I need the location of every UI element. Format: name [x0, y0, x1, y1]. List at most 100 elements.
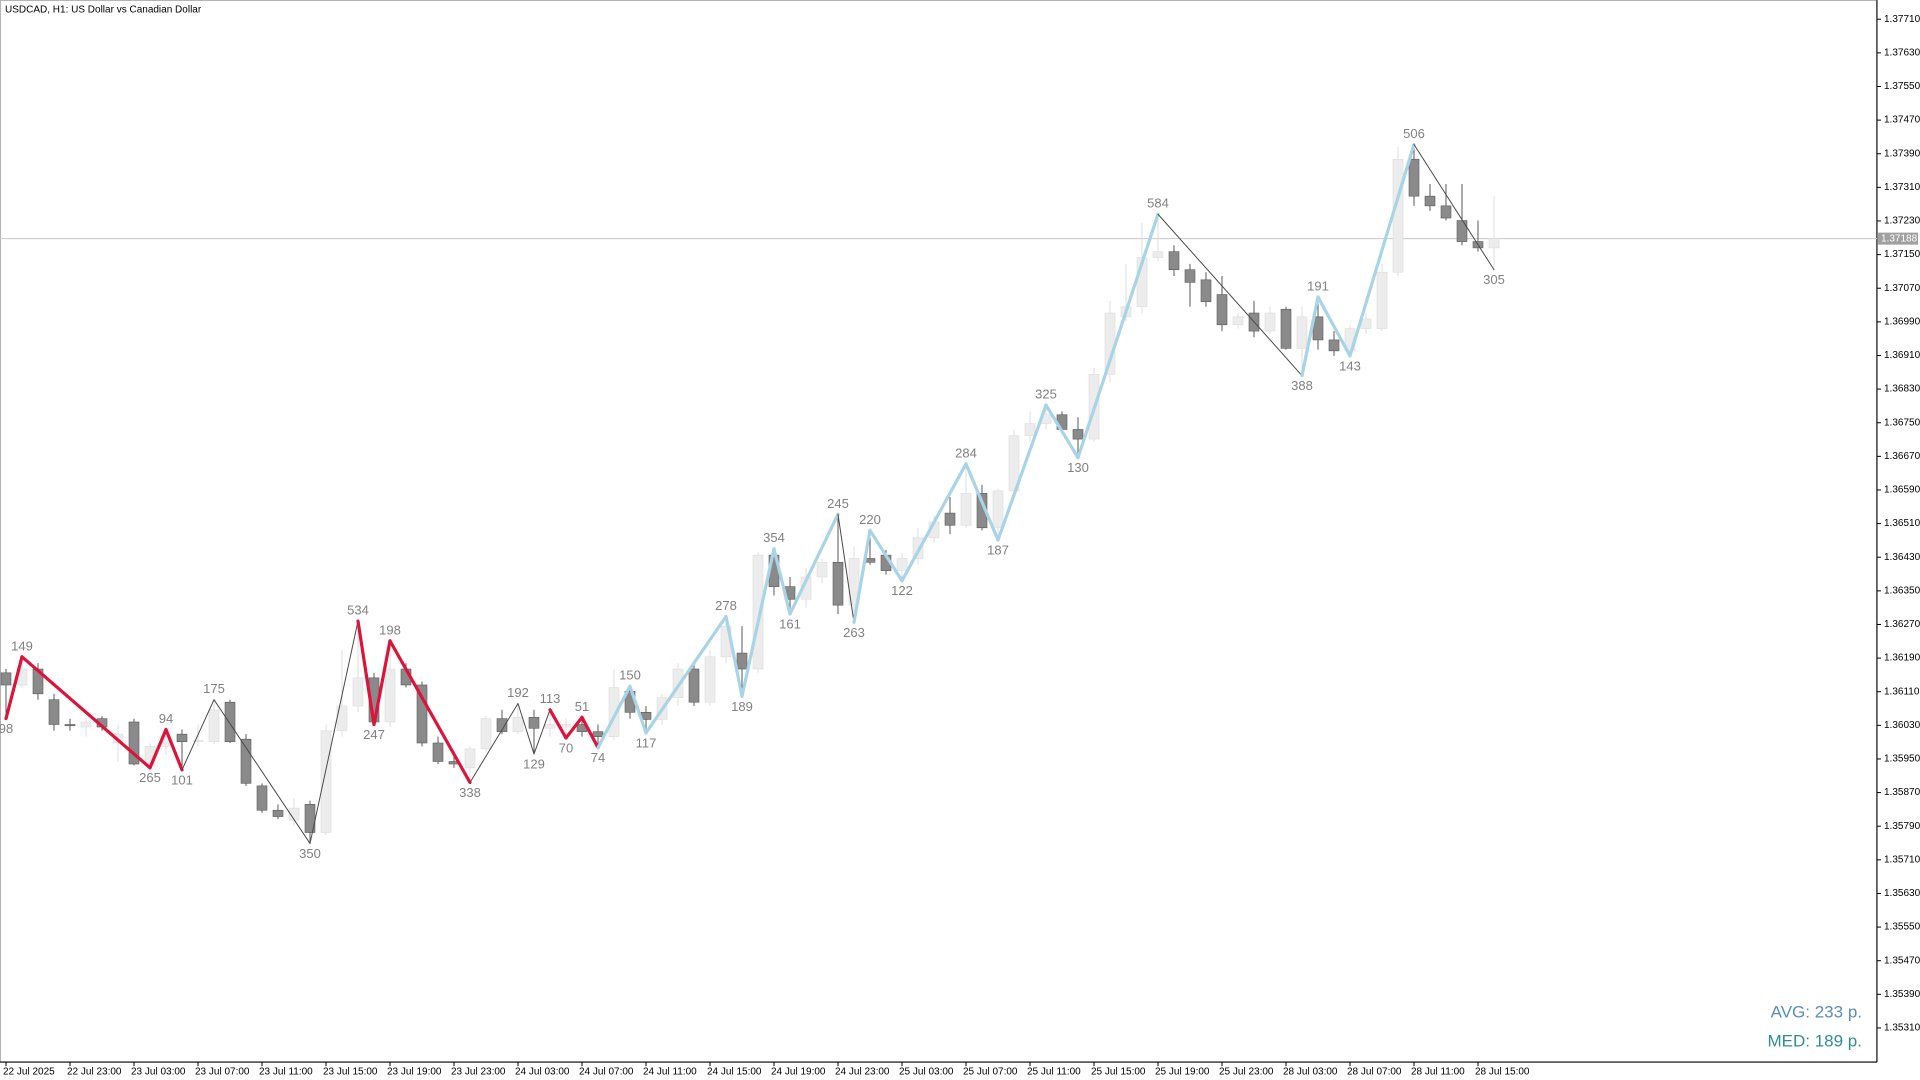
- x-tick-label: 25 Jul 03:00: [899, 1067, 954, 1078]
- y-tick-label: 1.35790: [1884, 821, 1920, 832]
- zigzag-segment: [533, 709, 551, 755]
- zigzag-segment: [372, 639, 392, 727]
- candle-body: [1168, 251, 1180, 271]
- current-price-label: 1.37188: [1881, 233, 1918, 244]
- y-tick-label: 1.35550: [1884, 922, 1920, 933]
- zigzag-label: 388: [1291, 378, 1313, 393]
- candle-body: [80, 721, 92, 728]
- candle-body: [256, 785, 268, 811]
- zigzag-segment: [580, 715, 600, 750]
- zigzag-label: 149: [11, 638, 33, 653]
- candle-body: [384, 668, 396, 723]
- candle-body: [240, 738, 252, 784]
- candle-body: [48, 699, 60, 725]
- candle-body: [64, 724, 76, 727]
- zigzag-label: 117: [636, 735, 657, 750]
- candle-body: [480, 718, 492, 750]
- candle-body: [992, 490, 1004, 529]
- zigzag-label: 506: [1403, 126, 1425, 141]
- x-tick-label: 22 Jul 23:00: [67, 1067, 122, 1078]
- zigzag-label: 74: [591, 750, 605, 765]
- zigzag-segment: [996, 403, 1048, 542]
- zigzag-label: 534: [347, 603, 369, 618]
- zigzag-segment: [1044, 403, 1080, 460]
- x-tick-label: 23 Jul 11:00: [259, 1067, 313, 1078]
- candle-body: [688, 668, 700, 703]
- zigzag-segment: [164, 727, 184, 772]
- y-tick-label: 1.36270: [1884, 619, 1920, 630]
- candle-body: [544, 724, 556, 729]
- zigzag-label: 354: [763, 530, 785, 545]
- zigzag-label: 150: [619, 668, 641, 683]
- candle-body: [1376, 271, 1388, 329]
- x-tick-label: 25 Jul 11:00: [1027, 1067, 1081, 1078]
- candle-body: [1264, 312, 1276, 332]
- candle-body: [848, 558, 860, 606]
- chart-title: USDCAD, H1: US Dollar vs Canadian Dollar: [5, 5, 202, 16]
- candle-body: [1296, 316, 1308, 349]
- y-tick-label: 1.35710: [1884, 854, 1920, 865]
- candle-body: [192, 740, 204, 743]
- candle-body: [832, 561, 844, 606]
- candle-body: [528, 717, 540, 729]
- candle-body: [208, 709, 220, 743]
- x-tick-label: 23 Jul 23:00: [451, 1067, 506, 1078]
- candle-body: [1072, 429, 1084, 440]
- x-tick-label: 24 Jul 07:00: [579, 1067, 634, 1078]
- x-tick-label: 24 Jul 03:00: [515, 1067, 570, 1078]
- zigzag-segment: [788, 512, 840, 616]
- x-tick-label: 25 Jul 19:00: [1155, 1067, 1210, 1078]
- candle-body: [512, 717, 524, 732]
- zigzag-segment: [564, 715, 584, 740]
- zigzag-segment: [309, 620, 359, 844]
- zigzag-segment: [740, 547, 776, 698]
- zigzag-segment: [388, 639, 472, 785]
- zigzag-label: 350: [299, 846, 321, 861]
- candle-body: [1440, 205, 1452, 219]
- zigzag-segment: [1316, 295, 1352, 358]
- current-price-tag: [1878, 232, 1918, 245]
- zigzag-label: 130: [1067, 460, 1089, 475]
- zigzag-segment: [548, 708, 568, 740]
- zigzag-segment: [181, 699, 215, 771]
- zigzag-label: 51: [575, 699, 589, 714]
- y-tick-label: 1.35390: [1884, 989, 1920, 1000]
- zigzag-label: 113: [540, 691, 561, 706]
- candle-body: [1456, 220, 1468, 242]
- zigzag-segment: [20, 655, 152, 770]
- zigzag-label: 101: [171, 772, 193, 787]
- y-tick-label: 1.37710: [1884, 14, 1920, 25]
- y-tick-label: 1.36030: [1884, 720, 1920, 731]
- y-tick-label: 1.35870: [1884, 787, 1920, 798]
- candle-body: [416, 684, 428, 744]
- candle-body: [1408, 158, 1420, 197]
- x-tick-label: 23 Jul 07:00: [195, 1067, 250, 1078]
- candle-body: [432, 742, 444, 762]
- zigzag-segment: [1348, 142, 1416, 358]
- candle-body: [912, 537, 924, 559]
- candle-body: [1216, 294, 1228, 326]
- zigzag-segment: [596, 684, 632, 750]
- y-tick-label: 1.36750: [1884, 417, 1920, 428]
- zigzag-label: 338: [459, 785, 481, 800]
- candle-body: [224, 701, 236, 743]
- y-tick-label: 1.36190: [1884, 653, 1920, 664]
- zigzag-segment: [469, 702, 519, 783]
- x-tick-label: 28 Jul 15:00: [1475, 1067, 1530, 1078]
- zigzag-label: 129: [523, 756, 545, 771]
- candle-body: [272, 809, 284, 817]
- y-tick-label: 1.35630: [1884, 888, 1920, 899]
- y-tick-label: 1.36590: [1884, 485, 1920, 496]
- candle-body: [1024, 423, 1036, 437]
- candle-body: [464, 748, 476, 769]
- y-tick-label: 1.37230: [1884, 216, 1920, 227]
- candle-body: [1280, 308, 1292, 349]
- zigzag-segment: [1157, 213, 1303, 377]
- candle-body: [1200, 279, 1212, 302]
- x-tick-label: 25 Jul 23:00: [1219, 1067, 1274, 1078]
- y-tick-label: 1.35950: [1884, 754, 1920, 765]
- y-tick-label: 1.37390: [1884, 148, 1920, 159]
- candle-body: [1424, 195, 1436, 207]
- y-tick-label: 1.37150: [1884, 249, 1920, 260]
